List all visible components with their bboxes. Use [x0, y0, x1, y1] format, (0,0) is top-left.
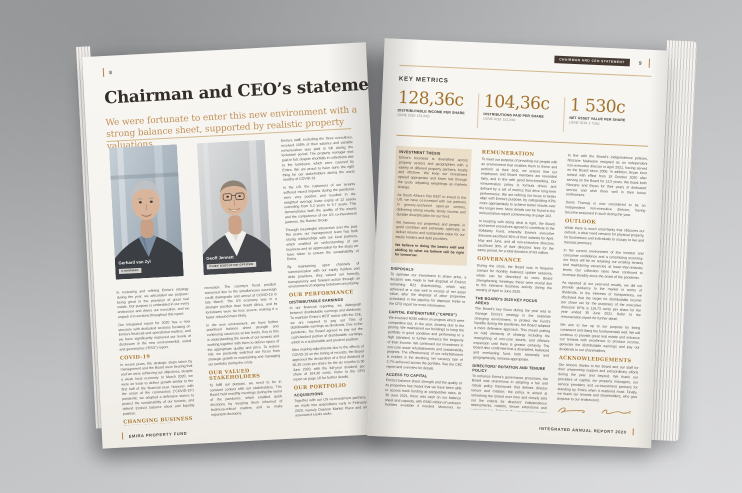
body-paragraph: As reported at our year-end results, we …	[560, 280, 643, 322]
metric-net-asset-value: 1 530c NET ASSET VALUE PER SHARE (JUNE 2…	[569, 94, 650, 127]
portrait-gerhard-van-zyl: Gerhard van Zyl CHAIRMAN	[108, 144, 184, 280]
right-page-number: 9	[638, 60, 642, 67]
body-paragraph: Together with our US co-investment partn…	[294, 395, 367, 417]
footer-report-title: INTEGRATED ANNUAL REPORT 2020	[539, 426, 627, 435]
metric-value: 128,36c	[397, 87, 464, 111]
body-paragraph: In our financial reporting, we distingui…	[289, 302, 364, 345]
body-paragraph: Emira’s staff, excluding the three execu…	[280, 135, 355, 182]
signatory-name: Gerhard van Zyl	[556, 416, 592, 417]
body-paragraph: In line with the Board’s independence po…	[565, 153, 648, 198]
body-paragraph: To fulfil our purpose, we need to be in …	[209, 380, 283, 417]
body-paragraph: As South Africa’s first REIT to invest i…	[396, 193, 467, 219]
right-page: CHAIRMAN AND CEO STATEMENT 9 KEY METRICS…	[367, 38, 669, 449]
gerhard-portrait-image	[108, 144, 184, 280]
metric-separator	[562, 97, 566, 133]
signature-gerhard: Gerhard van Zyl Chairman Bryanston 26 Oc…	[556, 406, 593, 417]
body-paragraph: In reviewing and refining Emira’s strate…	[116, 287, 190, 320]
metric-distributable-income: 128,36c DISTRIBUTABLE INCOME PER SHARE (…	[397, 87, 478, 120]
body-paragraph: In keeping with doing what is right, the…	[477, 219, 555, 256]
right-column-3: In line with the Board’s independence po…	[556, 153, 648, 417]
right-column-2: REMUNERATION To meet our purpose of prov…	[471, 150, 558, 413]
gold-rule-icon	[648, 58, 651, 68]
page-title: Chairman and CEO’s statement	[103, 73, 387, 108]
divider-rule	[399, 64, 652, 77]
body-paragraph: To meet our purpose of providing our peo…	[479, 157, 558, 219]
footer-brand: EMIRA PROPERTY FUND	[128, 431, 188, 439]
person-name: Gerhard van Zyl	[118, 258, 151, 266]
body-paragraph: Through meaningful interaction over the …	[285, 224, 359, 262]
gold-rule-icon	[102, 68, 105, 78]
photo-caption: Geoff Jennett CHIEF EXECUTIVE OFFICER	[206, 253, 257, 270]
body-paragraph: In the new environment, we have further …	[206, 320, 281, 367]
left-column-3: Emira’s staff, excluding the three execu…	[280, 135, 367, 417]
right-column-1: INVESTMENT THESIS Emira’s business is di…	[384, 145, 472, 409]
left-page-footer: EMIRA PROPERTY FUND	[121, 428, 188, 440]
left-page: 8 Chairman and CEO’s statement We were f…	[82, 42, 387, 449]
signature-geoff: Geoff Jennett Chief Executive Officer	[599, 407, 637, 416]
body-paragraph: Our sincere thanks to the Board and our …	[557, 362, 639, 403]
right-page-footer: INTEGRATED ANNUAL REPORT 2020	[539, 423, 634, 436]
divider-rule	[396, 134, 649, 147]
body-paragraph: In recent years, the strategic steps tak…	[120, 359, 195, 416]
body-paragraph: To optimise our investment in share pric…	[389, 272, 467, 309]
body-paragraph: We aim to live up to our purpose by bein…	[559, 323, 641, 354]
left-page-number: 8	[109, 70, 113, 76]
metric-value: 1 530c	[569, 94, 626, 118]
body-paragraph: Emira’s balance sheet strength and the q…	[384, 378, 462, 409]
gold-rule-icon	[632, 428, 634, 436]
section-heading-changing-business-environment: CHANGING BUSINESS ENVIRONMENT	[123, 416, 193, 426]
body-paragraph: While there is much uncertainty that obs…	[563, 225, 645, 246]
metric-distributions-paid: 104,36c DISTRIBUTIONS PAID PER SHARE (JU…	[483, 91, 564, 124]
body-paragraph: We rely on our key stakeholders as much …	[211, 417, 283, 421]
geoff-signature-icon	[601, 409, 631, 415]
body-paragraph: In the current environment of low invest…	[562, 248, 644, 280]
body-paragraph: In the US, the customers of our tenants …	[283, 182, 357, 225]
right-page-header: CHAIRMAN AND CEO STATEMENT 9	[554, 55, 651, 68]
photo-caption: Gerhard van Zyl CHAIRMAN	[118, 259, 151, 275]
metric-value: 104,36c	[483, 91, 550, 114]
left-column-1: In reviewing and refining Emira’s strate…	[116, 287, 195, 426]
left-column-2: recession. The country’s fiscal position…	[204, 282, 283, 421]
gold-rule-icon	[121, 432, 124, 440]
body-paragraph: To enhance Emira’s governance processes,…	[470, 374, 549, 413]
body-paragraph: After making adjustments due to the effe…	[291, 345, 366, 382]
body-paragraph: Emira’s business is diversified across p…	[397, 155, 468, 190]
left-page-header: 8	[102, 68, 113, 78]
body-paragraph: We invested R290 million on projects whi…	[386, 315, 465, 371]
running-header-tab: CHAIRMAN AND CEO STATEMENT	[554, 55, 630, 67]
signature-block: Gerhard van Zyl Chairman Bryanston 26 Oc…	[556, 406, 636, 417]
person-role-badge: CHAIRMAN	[118, 267, 142, 274]
body-paragraph: recession. The country’s fiscal position…	[204, 282, 278, 320]
body-paragraph: We harness our properties and people, in…	[395, 220, 466, 242]
body-paragraph: The Board’s key focus during the year wa…	[472, 306, 551, 362]
body-paragraph: By maintaining open channels of communic…	[287, 261, 361, 289]
investment-thesis-box: INVESTMENT THESIS Emira’s business is di…	[390, 145, 472, 267]
open-report-spread: 8 Chairman and CEO’s statement We were f…	[76, 34, 698, 458]
key-metrics-title: KEY METRICS	[398, 74, 449, 85]
body-paragraph-emphasis: We believe in doing the basics well and …	[394, 243, 465, 258]
gerhard-signature-icon	[558, 407, 585, 414]
metric-separator	[476, 93, 480, 129]
body-paragraph: During the crisis, the Board was in freq…	[475, 263, 553, 294]
body-paragraph: Our integrated report for 2020 has a new…	[118, 319, 192, 352]
body-paragraph: Denis Thomas is now considered to be an …	[565, 200, 646, 217]
portrait-geoff-jennett: Geoff Jennett CHIEF EXECUTIVE OFFICER	[196, 139, 272, 276]
